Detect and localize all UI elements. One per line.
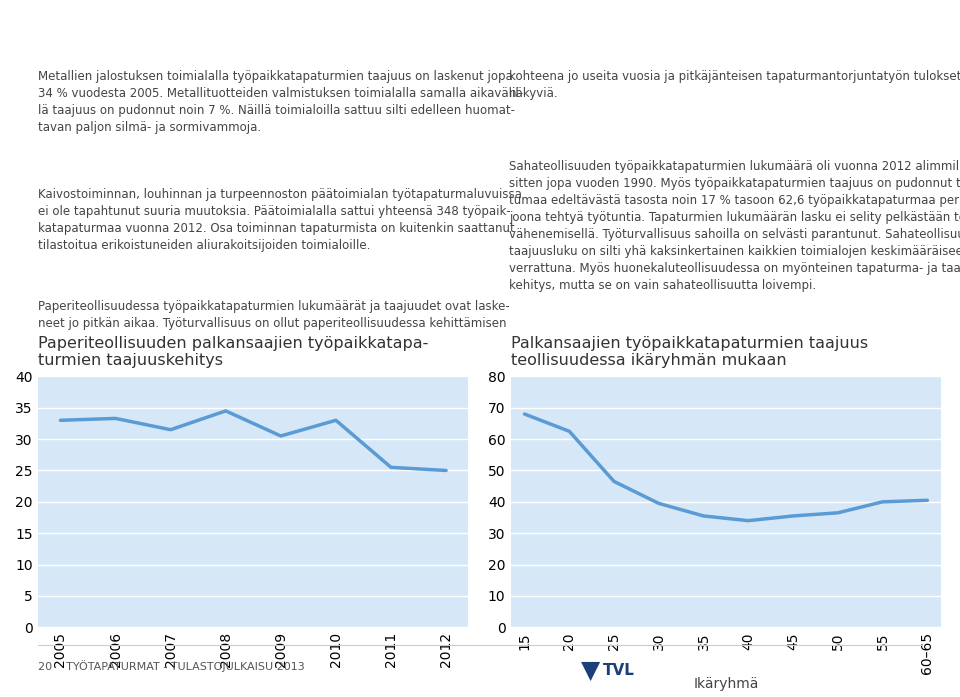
Text: Paperiteollisuuden palkansaajien työpaikkatapa-
turmien taajuuskehitys: Paperiteollisuuden palkansaajien työpaik… <box>38 336 429 368</box>
X-axis label: Ikäryhmä: Ikäryhmä <box>693 677 758 691</box>
Text: Kaivostoiminnan, louhinnan ja turpeennoston päätoimialan työtapaturmaluvuissa
ei: Kaivostoiminnan, louhinnan ja turpeennos… <box>38 188 522 252</box>
Text: kohteena jo useita vuosia ja pitkäjänteisen tapaturmantorjuntatyön tulokset ovat: kohteena jo useita vuosia ja pitkäjäntei… <box>509 70 960 100</box>
Text: Palkansaajien työpaikkatapaturmien taajuus
teollisuudessa ikäryhmän mukaan: Palkansaajien työpaikkatapaturmien taaju… <box>511 336 868 368</box>
Text: Metallien jalostuksen toimialalla työpaikkatapaturmien taajuus on laskenut jopa
: Metallien jalostuksen toimialalla työpai… <box>38 70 523 134</box>
Text: TVL: TVL <box>603 663 635 678</box>
Text: Sahateollisuuden työpaikkatapaturmien lukumäärä oli vuonna 2012 alimmillaan
sitt: Sahateollisuuden työpaikkatapaturmien lu… <box>509 160 960 292</box>
Text: 20    TYÖTAPATURMAT - TULASTOJULKAISU 2013: 20 TYÖTAPATURMAT - TULASTOJULKAISU 2013 <box>38 659 305 672</box>
Text: ▼: ▼ <box>581 659 600 682</box>
Text: Paperiteollisuudessa työpaikkatapaturmien lukumäärät ja taajuudet ovat laske-
ne: Paperiteollisuudessa työpaikkatapaturmie… <box>38 300 510 330</box>
